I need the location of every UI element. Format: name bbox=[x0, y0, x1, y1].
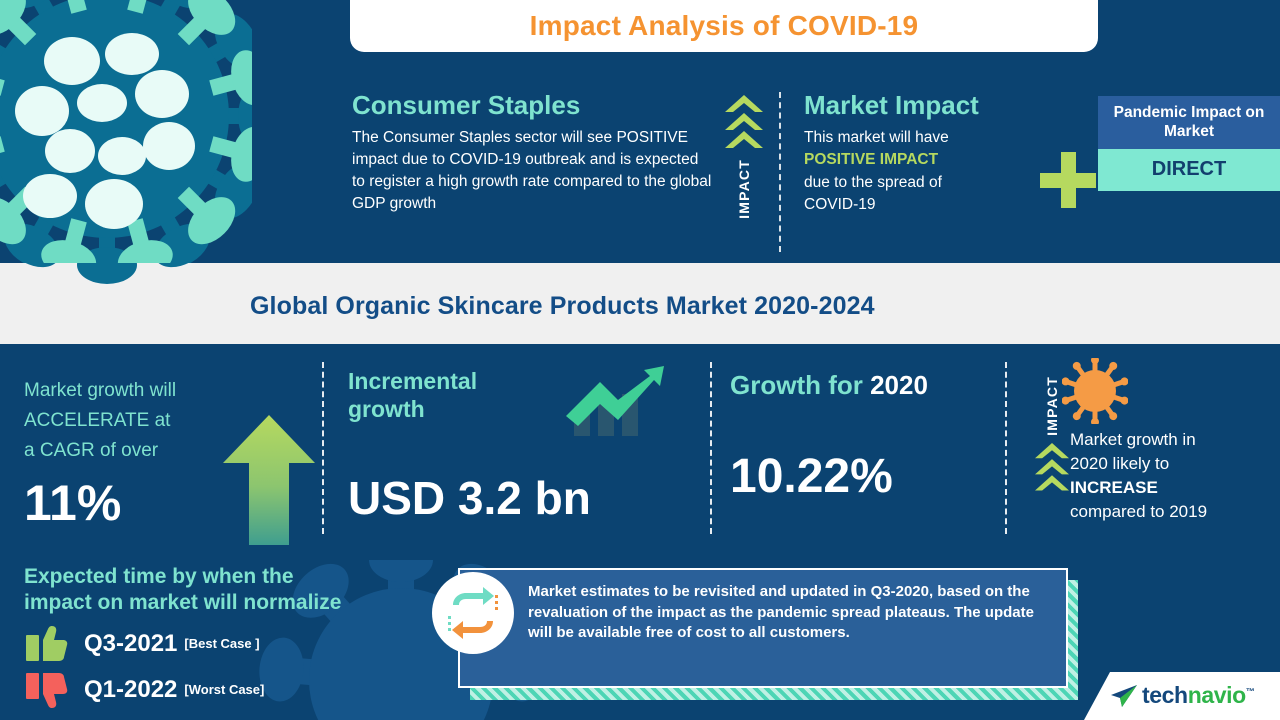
metric-cagr: Market growth will ACCELERATE at a CAGR … bbox=[24, 376, 314, 528]
impact-2020-text-1: Market growth in bbox=[1070, 430, 1196, 449]
impact-indicator: IMPACT bbox=[716, 95, 772, 255]
worst-case-row: Q1-2022 [Worst Case] bbox=[24, 671, 444, 709]
vertical-divider bbox=[322, 362, 324, 534]
market-title-band bbox=[0, 263, 1280, 344]
market-impact-line3: COVID-19 bbox=[804, 196, 876, 214]
cagr-value: 11% bbox=[24, 475, 122, 532]
double-chevron-up-icon bbox=[725, 95, 763, 148]
virus-icon bbox=[1062, 358, 1128, 424]
impact-2020-label: IMPACT bbox=[1044, 376, 1060, 436]
impact-2020-indicator: IMPACT bbox=[1032, 376, 1072, 496]
impact-2020-text-bold: INCREASE bbox=[1070, 478, 1158, 498]
vertical-divider bbox=[779, 92, 781, 252]
refresh-icon bbox=[432, 572, 514, 654]
thumbs-up-icon bbox=[26, 625, 68, 661]
market-title: Global Organic Skincare Products Market … bbox=[250, 292, 875, 320]
cagr-lead-2: ACCELERATE at bbox=[24, 410, 171, 432]
growth-2020-label-b: 2020 bbox=[870, 370, 928, 400]
consumer-staples-body: The Consumer Staples sector will see POS… bbox=[352, 129, 712, 213]
vertical-divider bbox=[1005, 362, 1007, 534]
double-chevron-up-icon bbox=[1035, 442, 1069, 491]
pandemic-impact-header: Pandemic Impact on Market bbox=[1098, 96, 1280, 150]
virus-spikes-overlap bbox=[4, 263, 210, 284]
growth-2020-label-a: Growth for bbox=[730, 370, 871, 400]
pandemic-impact-value: DIRECT bbox=[1098, 149, 1280, 192]
market-impact-highlight: POSITIVE IMPACT bbox=[804, 151, 939, 169]
metric-growth-2020: Growth for 2020 10.22% bbox=[730, 370, 1000, 501]
plus-icon bbox=[1040, 152, 1096, 208]
market-impact-heading: Market Impact bbox=[804, 90, 979, 120]
cagr-lead-3: a CAGR of over bbox=[24, 440, 159, 462]
pandemic-impact-box: Pandemic Impact on Market DIRECT bbox=[1098, 96, 1280, 192]
page-title: Impact Analysis of COVID-19 bbox=[529, 10, 919, 41]
arrow-up-icon bbox=[223, 415, 315, 545]
virus-illustration bbox=[0, 0, 252, 263]
market-impact-block: Market Impact This market will have POSI… bbox=[804, 90, 1044, 217]
metric-impact-2020: IMPACT Market growth bbox=[1012, 358, 1280, 543]
top-band: Impact Analysis of COVID-19 Consumer Sta… bbox=[0, 0, 1280, 263]
technavio-arrow-icon bbox=[1111, 684, 1137, 707]
worst-case-value: Q1-2022 bbox=[84, 675, 178, 703]
technavio-logo: technavio™ bbox=[1110, 682, 1255, 709]
incremental-value: USD 3.2 bn bbox=[348, 472, 591, 525]
best-case-note: [Best Case ] bbox=[184, 636, 260, 651]
impact-2020-text-3: compared to 2019 bbox=[1070, 502, 1208, 522]
incremental-label-2: growth bbox=[348, 395, 425, 422]
note-box: Market estimates to be revisited and upd… bbox=[458, 568, 1068, 688]
vertical-divider bbox=[710, 362, 712, 534]
impact-label: IMPACT bbox=[736, 159, 752, 219]
best-case-value: Q3-2021 bbox=[84, 629, 178, 657]
metric-incremental: Incremental growth USD 3.2 bn bbox=[348, 368, 678, 521]
incremental-label-1: Incremental bbox=[348, 368, 478, 394]
growth-2020-value: 10.22% bbox=[730, 450, 893, 503]
best-case-row: Q3-2021 [Best Case ] bbox=[24, 625, 444, 663]
market-impact-line2: due to the spread of bbox=[804, 173, 942, 191]
note-text: Market estimates to be revisited and upd… bbox=[528, 583, 1034, 642]
worst-case-note: [Worst Case] bbox=[184, 682, 265, 697]
cagr-lead-1: Market growth will bbox=[24, 380, 177, 401]
normalize-block: Expected time by when the impact on mark… bbox=[24, 564, 444, 709]
growth-chart-icon bbox=[566, 366, 664, 436]
consumer-staples-block: Consumer Staples The Consumer Staples se… bbox=[352, 90, 712, 216]
market-impact-line1: This market will have bbox=[804, 129, 949, 146]
logo-text-navio: navio bbox=[1187, 682, 1246, 708]
normalize-heading-2: impact on market will normalize bbox=[24, 591, 342, 615]
title-card: Impact Analysis of COVID-19 bbox=[350, 0, 1098, 52]
logo-text-tech: tech bbox=[1142, 682, 1188, 708]
thumbs-down-icon bbox=[26, 672, 68, 708]
logo-trademark: ™ bbox=[1245, 686, 1255, 697]
impact-2020-text-2: 2020 likely to bbox=[1070, 454, 1170, 474]
normalize-heading-1: Expected time by when the bbox=[24, 565, 294, 588]
consumer-staples-heading: Consumer Staples bbox=[352, 90, 581, 120]
